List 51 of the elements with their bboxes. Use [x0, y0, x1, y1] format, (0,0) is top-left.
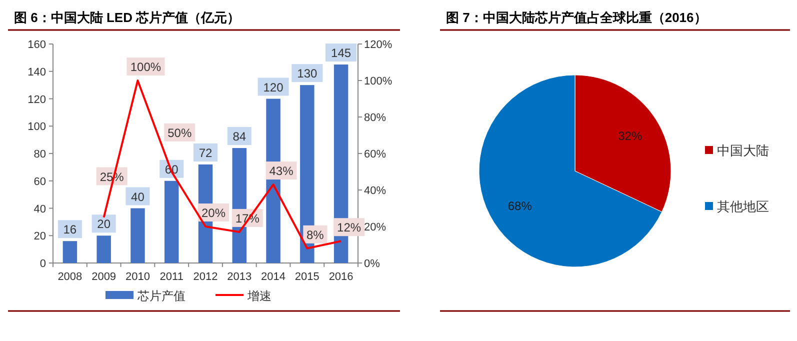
bar: [130, 208, 145, 263]
x-tick-label: 2015: [294, 271, 320, 283]
y-tick-label: 80: [34, 148, 46, 160]
x-tick-label: 2013: [227, 271, 252, 283]
y-tick-label: 20: [34, 230, 46, 243]
y-tick-label: 160: [28, 39, 46, 51]
data-label: 84: [232, 130, 246, 144]
data-label: 20%: [201, 206, 226, 220]
y-tick-label: 0: [40, 258, 46, 270]
data-label: 72: [198, 146, 212, 160]
data-label: 130: [297, 66, 318, 81]
y-tick-label: 40: [34, 203, 46, 216]
x-tick-label: 2011: [160, 271, 184, 283]
data-label: 145: [331, 46, 352, 60]
data-label: 68%: [508, 198, 532, 213]
data-label: 32%: [618, 129, 642, 144]
y2-tick-label: 80%: [364, 112, 386, 124]
chart-title: 图 7：中国大陆芯片产值占全球比重（2016）: [446, 10, 707, 25]
data-label: 12%: [337, 220, 362, 235]
data-label: 100%: [130, 60, 162, 74]
y-tick-label: 140: [28, 66, 46, 78]
bar: [96, 236, 111, 263]
bar: [62, 241, 78, 263]
legend-label: 芯片产值: [136, 289, 186, 303]
y2-tick-label: 100%: [364, 76, 392, 88]
x-tick-label: 2010: [125, 271, 150, 283]
x-tick-label: 2008: [58, 271, 82, 283]
x-tick-label: 2012: [193, 271, 218, 283]
data-label: 20: [97, 217, 111, 232]
data-label: 16: [63, 222, 77, 237]
y2-tick-label: 0%: [364, 258, 380, 270]
legend-label: 其他地区: [717, 199, 769, 214]
legend-label: 中国大陆: [717, 143, 769, 158]
y-tick-label: 100: [28, 121, 46, 134]
bar: [164, 180, 179, 263]
y-tick-label: 120: [28, 94, 46, 106]
data-label: 40: [131, 190, 145, 204]
y2-tick-label: 120%: [364, 39, 392, 51]
x-tick-label: 2009: [92, 271, 116, 283]
x-tick-label: 2016: [328, 271, 354, 283]
y2-tick-label: 60%: [364, 148, 386, 160]
legend-label: 增速: [246, 289, 272, 303]
y2-tick-label: 40%: [364, 185, 386, 197]
x-tick-label: 2014: [261, 271, 286, 283]
y-tick-label: 60: [34, 176, 46, 188]
data-label: 43%: [269, 164, 294, 178]
data-label: 8%: [306, 228, 324, 242]
y2-tick-label: 20%: [364, 222, 386, 234]
data-label: 50%: [168, 126, 192, 140]
chart-title: 图 6：中国大陆 LED 芯片产值（亿元）: [14, 10, 240, 25]
data-label: 120: [263, 80, 284, 94]
